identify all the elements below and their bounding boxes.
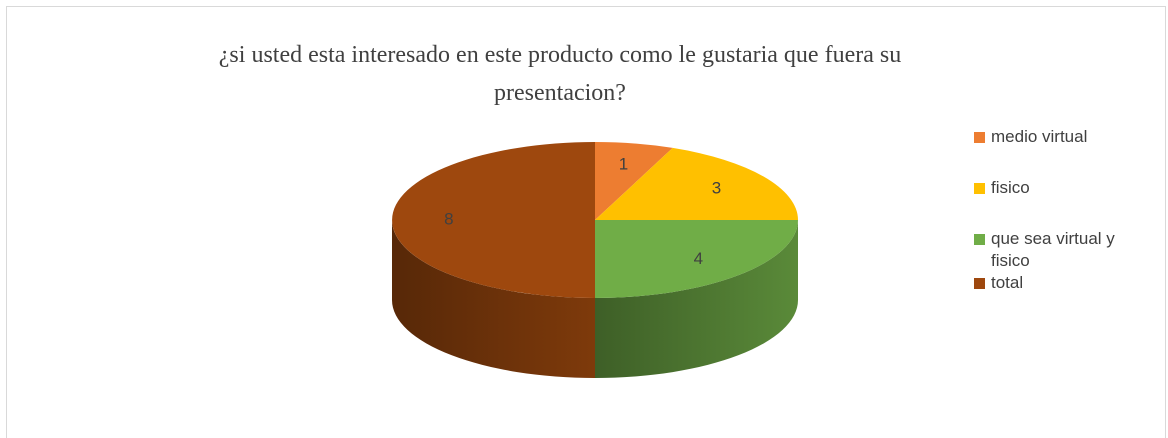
slice-side bbox=[392, 220, 595, 378]
legend-item: que sea virtual y fisico bbox=[974, 228, 1154, 272]
legend-label: total bbox=[991, 273, 1024, 292]
data-label: 8 bbox=[444, 209, 453, 228]
legend-item: medio virtual bbox=[974, 126, 1154, 148]
chart-title: ¿si usted esta interesado en este produc… bbox=[218, 42, 902, 106]
legend-item: fisico bbox=[974, 177, 1154, 199]
legend: medio virtual fisico que sea virtual y fis… bbox=[974, 126, 1154, 323]
slice bbox=[392, 142, 595, 298]
data-label: 4 bbox=[694, 249, 703, 268]
legend-label: que sea virtual y fisico bbox=[991, 229, 1115, 270]
legend-label: fisico bbox=[991, 178, 1030, 197]
legend-label: medio virtual bbox=[991, 127, 1088, 146]
slice bbox=[595, 147, 798, 220]
slice bbox=[595, 142, 673, 220]
slice bbox=[595, 220, 798, 298]
slice-side bbox=[595, 220, 798, 378]
data-label: 3 bbox=[712, 178, 721, 197]
data-label: 1 bbox=[619, 154, 628, 173]
legend-swatch bbox=[974, 234, 985, 245]
legend-item: total bbox=[974, 272, 1154, 294]
legend-swatch bbox=[974, 278, 985, 289]
legend-swatch bbox=[974, 132, 985, 143]
legend-swatch bbox=[974, 183, 985, 194]
chart-frame bbox=[6, 6, 1166, 438]
